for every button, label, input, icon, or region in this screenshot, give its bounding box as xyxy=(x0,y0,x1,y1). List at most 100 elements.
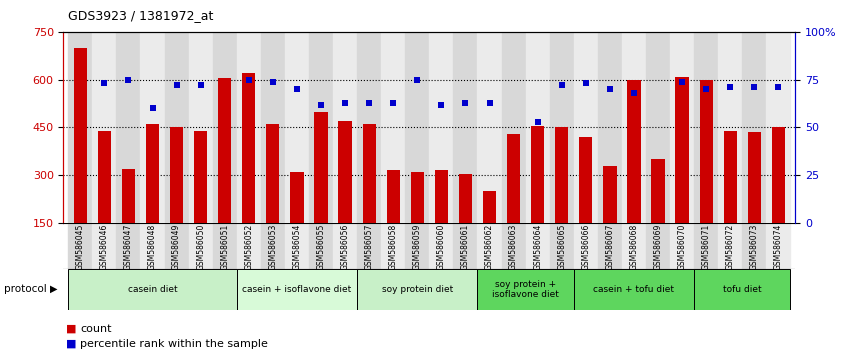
Bar xyxy=(550,32,574,223)
Bar xyxy=(363,124,376,223)
Bar xyxy=(290,172,304,223)
Text: soy protein +
isoflavone diet: soy protein + isoflavone diet xyxy=(492,280,559,299)
Bar xyxy=(92,32,117,223)
Bar xyxy=(429,223,453,269)
Bar xyxy=(117,223,140,269)
Text: GSM586053: GSM586053 xyxy=(268,224,277,270)
Bar xyxy=(357,223,382,269)
Bar xyxy=(242,73,255,223)
Bar xyxy=(315,112,327,223)
Bar xyxy=(261,223,285,269)
Bar xyxy=(357,32,382,223)
Bar xyxy=(772,127,785,223)
Text: tofu diet: tofu diet xyxy=(723,285,761,294)
Bar xyxy=(628,80,640,223)
Bar xyxy=(651,159,665,223)
Bar xyxy=(531,126,544,223)
Bar xyxy=(218,78,231,223)
Bar xyxy=(694,32,718,223)
Text: GSM586062: GSM586062 xyxy=(485,224,494,270)
Text: GSM586054: GSM586054 xyxy=(293,224,301,270)
Text: GSM586058: GSM586058 xyxy=(388,224,398,270)
Bar xyxy=(598,32,622,223)
Bar xyxy=(266,124,279,223)
Bar xyxy=(459,174,472,223)
Bar xyxy=(69,223,92,269)
Bar xyxy=(646,32,670,223)
Bar xyxy=(165,223,189,269)
Bar xyxy=(766,223,790,269)
Bar xyxy=(718,223,742,269)
Bar xyxy=(309,32,333,223)
Bar xyxy=(382,32,405,223)
Bar xyxy=(429,32,453,223)
Bar xyxy=(357,269,477,310)
Bar xyxy=(333,223,357,269)
Text: GSM586060: GSM586060 xyxy=(437,224,446,270)
Bar xyxy=(622,223,646,269)
Bar xyxy=(646,223,670,269)
Bar xyxy=(453,32,477,223)
Text: ■: ■ xyxy=(66,339,76,349)
Bar xyxy=(598,223,622,269)
Text: GSM586064: GSM586064 xyxy=(533,224,542,270)
Text: soy protein diet: soy protein diet xyxy=(382,285,453,294)
Bar xyxy=(622,32,646,223)
Text: GSM586071: GSM586071 xyxy=(701,224,711,270)
Bar xyxy=(580,137,592,223)
Bar xyxy=(309,223,333,269)
Bar xyxy=(140,32,165,223)
Text: GSM586052: GSM586052 xyxy=(244,224,253,270)
Text: casein + tofu diet: casein + tofu diet xyxy=(593,285,674,294)
Bar xyxy=(333,32,357,223)
Bar xyxy=(74,48,87,223)
Text: GSM586067: GSM586067 xyxy=(606,224,614,270)
Bar xyxy=(69,269,237,310)
Bar xyxy=(237,223,261,269)
Bar xyxy=(405,223,429,269)
Bar xyxy=(525,223,550,269)
Bar xyxy=(285,223,309,269)
Text: ▶: ▶ xyxy=(50,284,58,294)
Text: GSM586059: GSM586059 xyxy=(413,224,422,270)
Bar xyxy=(382,223,405,269)
Text: GSM586068: GSM586068 xyxy=(629,224,639,270)
Bar xyxy=(550,223,574,269)
Bar xyxy=(410,172,424,223)
Bar xyxy=(387,171,400,223)
Text: GSM586056: GSM586056 xyxy=(341,224,349,270)
Text: ■: ■ xyxy=(66,324,76,333)
Text: protocol: protocol xyxy=(4,284,47,294)
Text: GSM586051: GSM586051 xyxy=(220,224,229,270)
Bar xyxy=(670,223,694,269)
Bar xyxy=(146,124,159,223)
Bar xyxy=(69,32,92,223)
Text: GSM586049: GSM586049 xyxy=(172,224,181,270)
Bar xyxy=(694,223,718,269)
Text: GSM586047: GSM586047 xyxy=(124,224,133,270)
Bar xyxy=(748,132,761,223)
Bar xyxy=(502,32,525,223)
Text: GSM586050: GSM586050 xyxy=(196,224,206,270)
Bar xyxy=(435,171,448,223)
Bar xyxy=(212,32,237,223)
Bar xyxy=(742,223,766,269)
Bar xyxy=(670,32,694,223)
Text: GSM586045: GSM586045 xyxy=(76,224,85,270)
Text: GSM586046: GSM586046 xyxy=(100,224,109,270)
Bar xyxy=(477,32,502,223)
Text: GSM586069: GSM586069 xyxy=(653,224,662,270)
Text: GSM586073: GSM586073 xyxy=(750,224,759,270)
Text: GSM586055: GSM586055 xyxy=(316,224,326,270)
Bar xyxy=(285,32,309,223)
Bar xyxy=(555,127,569,223)
Bar xyxy=(98,131,111,223)
Bar xyxy=(483,191,496,223)
Bar xyxy=(603,166,617,223)
Text: GSM586061: GSM586061 xyxy=(461,224,470,270)
Bar xyxy=(194,131,207,223)
Text: GSM586048: GSM586048 xyxy=(148,224,157,270)
Text: GSM586057: GSM586057 xyxy=(365,224,374,270)
Bar xyxy=(675,78,689,223)
Bar xyxy=(170,127,184,223)
